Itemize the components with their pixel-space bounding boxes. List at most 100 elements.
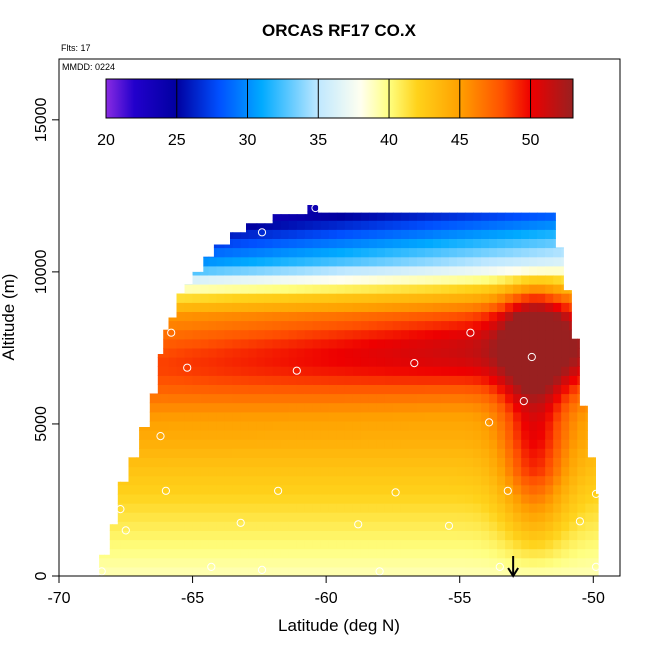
heatmap-cell (425, 521, 434, 531)
heatmap-cell (104, 256, 113, 267)
heatmap-cell (136, 302, 146, 312)
heatmap-cell (224, 229, 234, 239)
heatmap-cell (489, 448, 498, 458)
heatmap-cell (280, 503, 290, 513)
heatmap-cell (232, 205, 242, 212)
heatmap-cell (400, 293, 410, 303)
heatmap-cell (240, 439, 250, 449)
heatmap-cell (224, 411, 234, 422)
heatmap-cell (593, 302, 599, 312)
heatmap-cell (336, 402, 346, 413)
heatmap-cell (441, 448, 450, 458)
heatmap-cell (160, 238, 170, 249)
heatmap-cell (112, 274, 121, 285)
heatmap-cell (144, 329, 154, 340)
heatmap-cell (497, 238, 506, 249)
heatmap-cell (336, 311, 346, 322)
heatmap-cell (328, 539, 338, 550)
heatmap-cell (248, 521, 258, 531)
heatmap-cell (208, 293, 218, 303)
heatmap-cell (216, 466, 226, 477)
heatmap-cell (272, 484, 282, 495)
heatmap-cell (457, 256, 466, 267)
heatmap-cell (569, 265, 578, 276)
heatmap-cell (561, 439, 570, 449)
heatmap-cell (136, 411, 146, 422)
heatmap-cell (120, 475, 129, 486)
heatmap-cell (128, 557, 138, 568)
heatmap-cell (561, 466, 570, 477)
heatmap-cell (489, 357, 498, 367)
heatmap-cell (425, 256, 434, 267)
heatmap-cell (152, 457, 162, 468)
heatmap-cell (425, 293, 434, 303)
heatmap-cell (433, 205, 442, 212)
heatmap-cell (513, 211, 522, 221)
heatmap-cell (489, 274, 498, 285)
heatmap-cell (425, 530, 434, 541)
heatmap-cell (328, 247, 338, 258)
heatmap-cell (152, 284, 162, 294)
heatmap-cell (521, 475, 530, 486)
heatmap-cell (256, 393, 266, 404)
heatmap-cell (360, 338, 370, 349)
heatmap-cell (352, 256, 362, 267)
heatmap-cell (505, 457, 514, 468)
heatmap-cell (272, 503, 282, 513)
heatmap-cell (577, 439, 586, 449)
heatmap-cell (232, 484, 242, 495)
heatmap-cell (585, 205, 594, 212)
heatmap-cell (104, 521, 113, 531)
observation-point (503, 486, 512, 495)
heatmap-cell (128, 448, 138, 458)
heatmap-cell (529, 293, 538, 303)
heatmap-cell (400, 247, 410, 258)
heatmap-cell (497, 384, 506, 395)
heatmap-cell (441, 338, 450, 349)
heatmap-cell (537, 503, 546, 513)
heatmap-cell (256, 420, 266, 431)
heatmap-cell (473, 320, 482, 331)
heatmap-cell (384, 457, 394, 468)
heatmap-cell (481, 347, 490, 358)
heatmap-cell (513, 329, 522, 340)
heatmap-cell (497, 557, 506, 568)
heatmap-cell (136, 466, 146, 477)
observation-point (391, 488, 400, 497)
heatmap-cell (232, 566, 242, 576)
heatmap-cell (264, 521, 274, 531)
heatmap-cell (344, 466, 354, 477)
heatmap-cell (224, 402, 234, 413)
heatmap-cell (128, 320, 138, 331)
heatmap-cell (120, 384, 129, 395)
heatmap-cell (497, 411, 506, 422)
heatmap-cell (497, 548, 506, 559)
heatmap-cell (368, 557, 378, 568)
heatmap-cell (344, 311, 354, 322)
heatmap-cell (481, 238, 490, 249)
heatmap-cell (128, 420, 138, 431)
heatmap-cell (336, 557, 346, 568)
heatmap-cell (457, 366, 466, 376)
heatmap-cell (296, 229, 306, 239)
heatmap-cell (296, 411, 306, 422)
heatmap-cell (136, 247, 146, 258)
heatmap-cell (264, 274, 274, 285)
heatmap-cell (409, 430, 418, 440)
heatmap-cell (200, 284, 210, 294)
y-tick-label: 10000 (33, 250, 50, 295)
heatmap-cell (248, 439, 258, 449)
heatmap-cell (120, 256, 129, 267)
heatmap-cell (529, 557, 538, 568)
heatmap-cell (144, 484, 154, 495)
heatmap-cell (288, 557, 298, 568)
heatmap-cell (304, 557, 314, 568)
heatmap-cell (392, 238, 402, 249)
heatmap-cell (585, 284, 594, 294)
heatmap-cell (481, 284, 490, 294)
heatmap-cell (216, 557, 226, 568)
heatmap-cell (368, 238, 378, 249)
heatmap-cell (112, 338, 121, 349)
heatmap-cell (288, 311, 298, 322)
